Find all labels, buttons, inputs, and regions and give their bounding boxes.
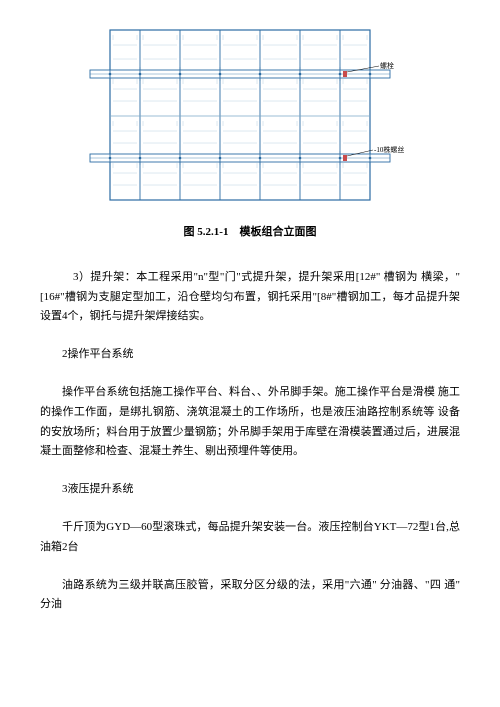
label-bolt-top: 螺栓 <box>380 61 394 70</box>
formwork-elevation-diagram: 螺栓 -10株螺丝 <box>80 20 420 215</box>
figure-caption: 图 5.2.1-1 模板组合立面图 <box>184 223 317 243</box>
paragraph-hydraulic-2: 油路系统为三级并联高压胶管，采取分区分级的法，采用"六通" 分油器、"四 通" … <box>40 576 460 616</box>
paragraph-hydraulic-1: 千斤顶为GYD—60型滚珠式，每品提升架安装一台。液压控制台YKT—72型1台,… <box>40 518 460 558</box>
label-bolt-bottom: -10株螺丝 <box>374 145 404 154</box>
paragraph-lift-frame: 3）提升架：本工程采用"n"型"门"式提升架，提升架采用[12#" 槽钢为 横梁… <box>40 268 460 327</box>
paragraph-platform-desc: 操作平台系统包括施工操作平台、料台、、外吊脚手架。施工操作平台是滑模 施工的操作… <box>40 383 460 462</box>
figure-5-2-1-1: 螺栓 -10株螺丝 图 5.2.1-1 模板组合立面图 <box>40 20 460 243</box>
section-head-platform: 2操作平台系统 <box>40 345 460 365</box>
section-head-hydraulic: 3液压提升系统 <box>40 480 460 500</box>
